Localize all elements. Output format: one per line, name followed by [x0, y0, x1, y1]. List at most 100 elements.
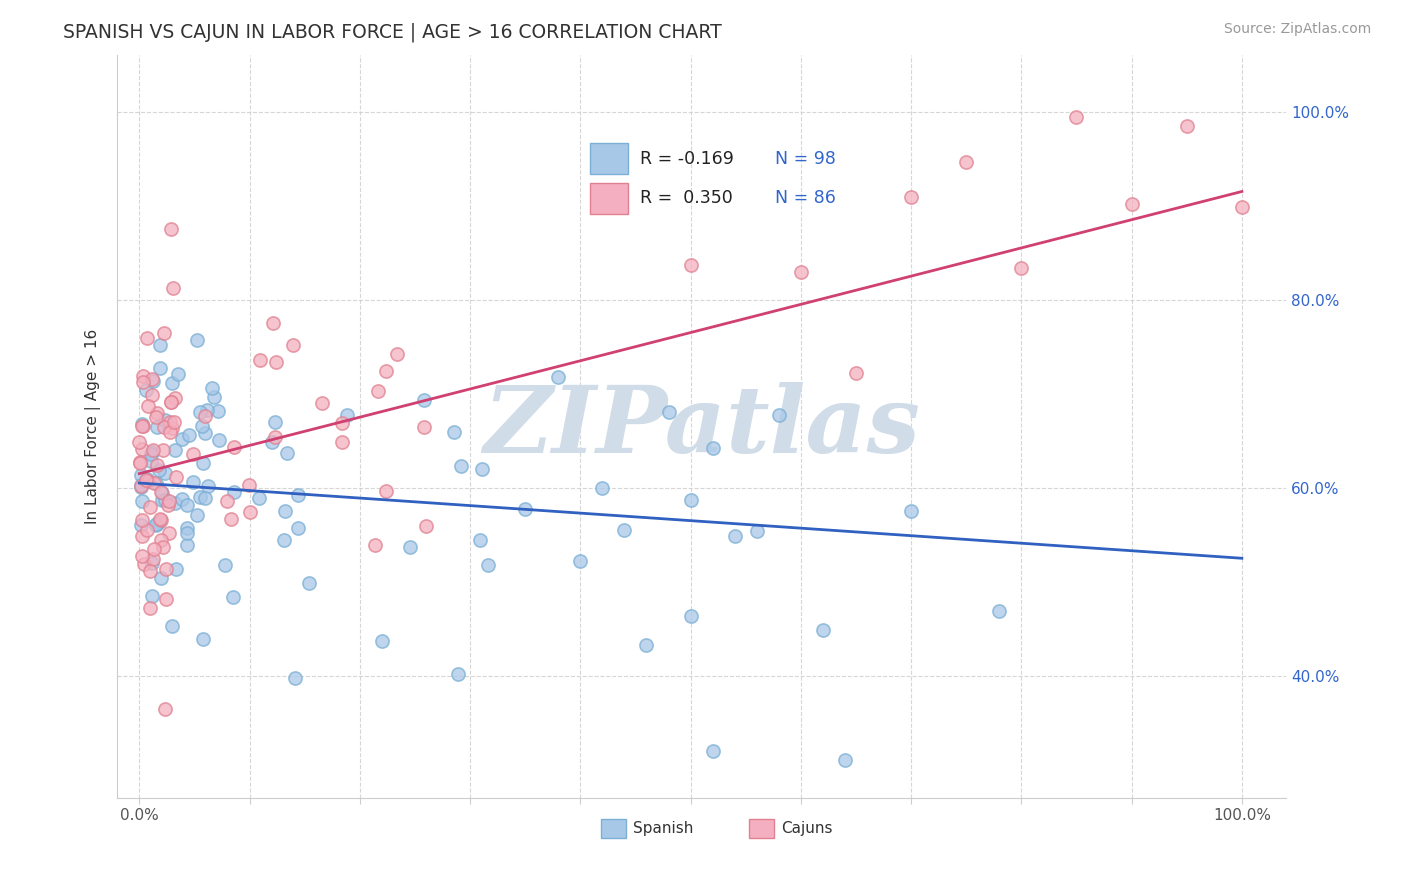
Point [413, 420, 436, 434]
Point [988, 604, 1011, 618]
Point [195, 402, 218, 417]
Point [149, 484, 172, 499]
Point [181, 475, 204, 489]
Point [149, 511, 172, 525]
Point [900, 189, 922, 203]
Point [160, 376, 183, 391]
Point [157, 494, 180, 508]
Point [149, 338, 172, 352]
Text: Source: ZipAtlas.com: Source: ZipAtlas.com [1223, 22, 1371, 37]
Point [262, 316, 284, 330]
Point [141, 372, 163, 386]
Point [129, 456, 152, 470]
Point [141, 388, 163, 402]
Point [148, 515, 170, 529]
Point [336, 408, 359, 422]
Point [201, 382, 224, 396]
Point [238, 477, 260, 491]
Point [156, 498, 179, 512]
Point [412, 392, 434, 407]
Point [260, 434, 283, 449]
Point [287, 521, 309, 535]
Point [165, 496, 187, 510]
Point [131, 494, 153, 508]
Point [330, 434, 353, 449]
Point [142, 542, 165, 557]
Point [284, 671, 307, 685]
Point [132, 376, 155, 390]
Point [186, 333, 208, 347]
Point [415, 519, 437, 533]
Point [146, 406, 169, 420]
Point [145, 458, 167, 472]
Point [176, 538, 198, 552]
Point [150, 486, 173, 500]
Point [135, 474, 157, 488]
Point [273, 533, 295, 547]
Point [128, 435, 150, 450]
Point [136, 399, 159, 413]
Point [141, 589, 163, 603]
Text: SPANISH VS CAJUN IN LABOR FORCE | AGE > 16 CORRELATION CHART: SPANISH VS CAJUN IN LABOR FORCE | AGE > … [63, 22, 723, 42]
Point [679, 609, 702, 624]
Point [636, 638, 658, 652]
Point [471, 461, 494, 475]
Point [679, 258, 702, 272]
Point [330, 417, 353, 431]
Point [160, 395, 183, 409]
Point [191, 419, 214, 434]
Point [790, 265, 813, 279]
Text: Spanish: Spanish [633, 822, 693, 836]
Point [249, 353, 271, 368]
Point [150, 493, 173, 508]
Point [287, 488, 309, 502]
Point [724, 528, 747, 542]
Point [152, 442, 174, 457]
Point [176, 521, 198, 535]
Point [181, 447, 204, 461]
Point [135, 472, 157, 486]
Point [139, 600, 162, 615]
Point [129, 518, 152, 533]
Point [1010, 261, 1032, 276]
Point [702, 441, 724, 455]
Point [149, 360, 172, 375]
Point [131, 529, 153, 543]
Point [364, 538, 387, 552]
Point [613, 523, 636, 537]
Point [222, 440, 245, 454]
Point [1066, 110, 1088, 124]
Point [162, 421, 184, 435]
Point [371, 634, 394, 648]
Point [470, 533, 492, 547]
Point [163, 391, 186, 405]
Point [193, 456, 215, 470]
Point [477, 558, 499, 572]
Point [148, 463, 170, 477]
Point [239, 505, 262, 519]
Point [955, 154, 977, 169]
Point [657, 404, 679, 418]
Point [515, 501, 537, 516]
Point [375, 483, 398, 498]
Point [219, 511, 242, 525]
Text: N = 98: N = 98 [775, 150, 837, 168]
Point [139, 447, 162, 461]
Point [398, 540, 420, 554]
Point [443, 425, 465, 440]
Bar [591, 183, 628, 213]
Point [141, 454, 163, 468]
Point [131, 417, 153, 432]
Point [145, 409, 167, 424]
Point [276, 446, 298, 460]
Point [768, 409, 790, 423]
Point [149, 571, 172, 585]
Point [162, 281, 184, 295]
Point [150, 533, 173, 548]
Point [190, 491, 212, 505]
Point [297, 575, 319, 590]
Point [217, 494, 239, 508]
Point [247, 491, 270, 506]
Point [811, 623, 834, 637]
Point [702, 744, 724, 758]
